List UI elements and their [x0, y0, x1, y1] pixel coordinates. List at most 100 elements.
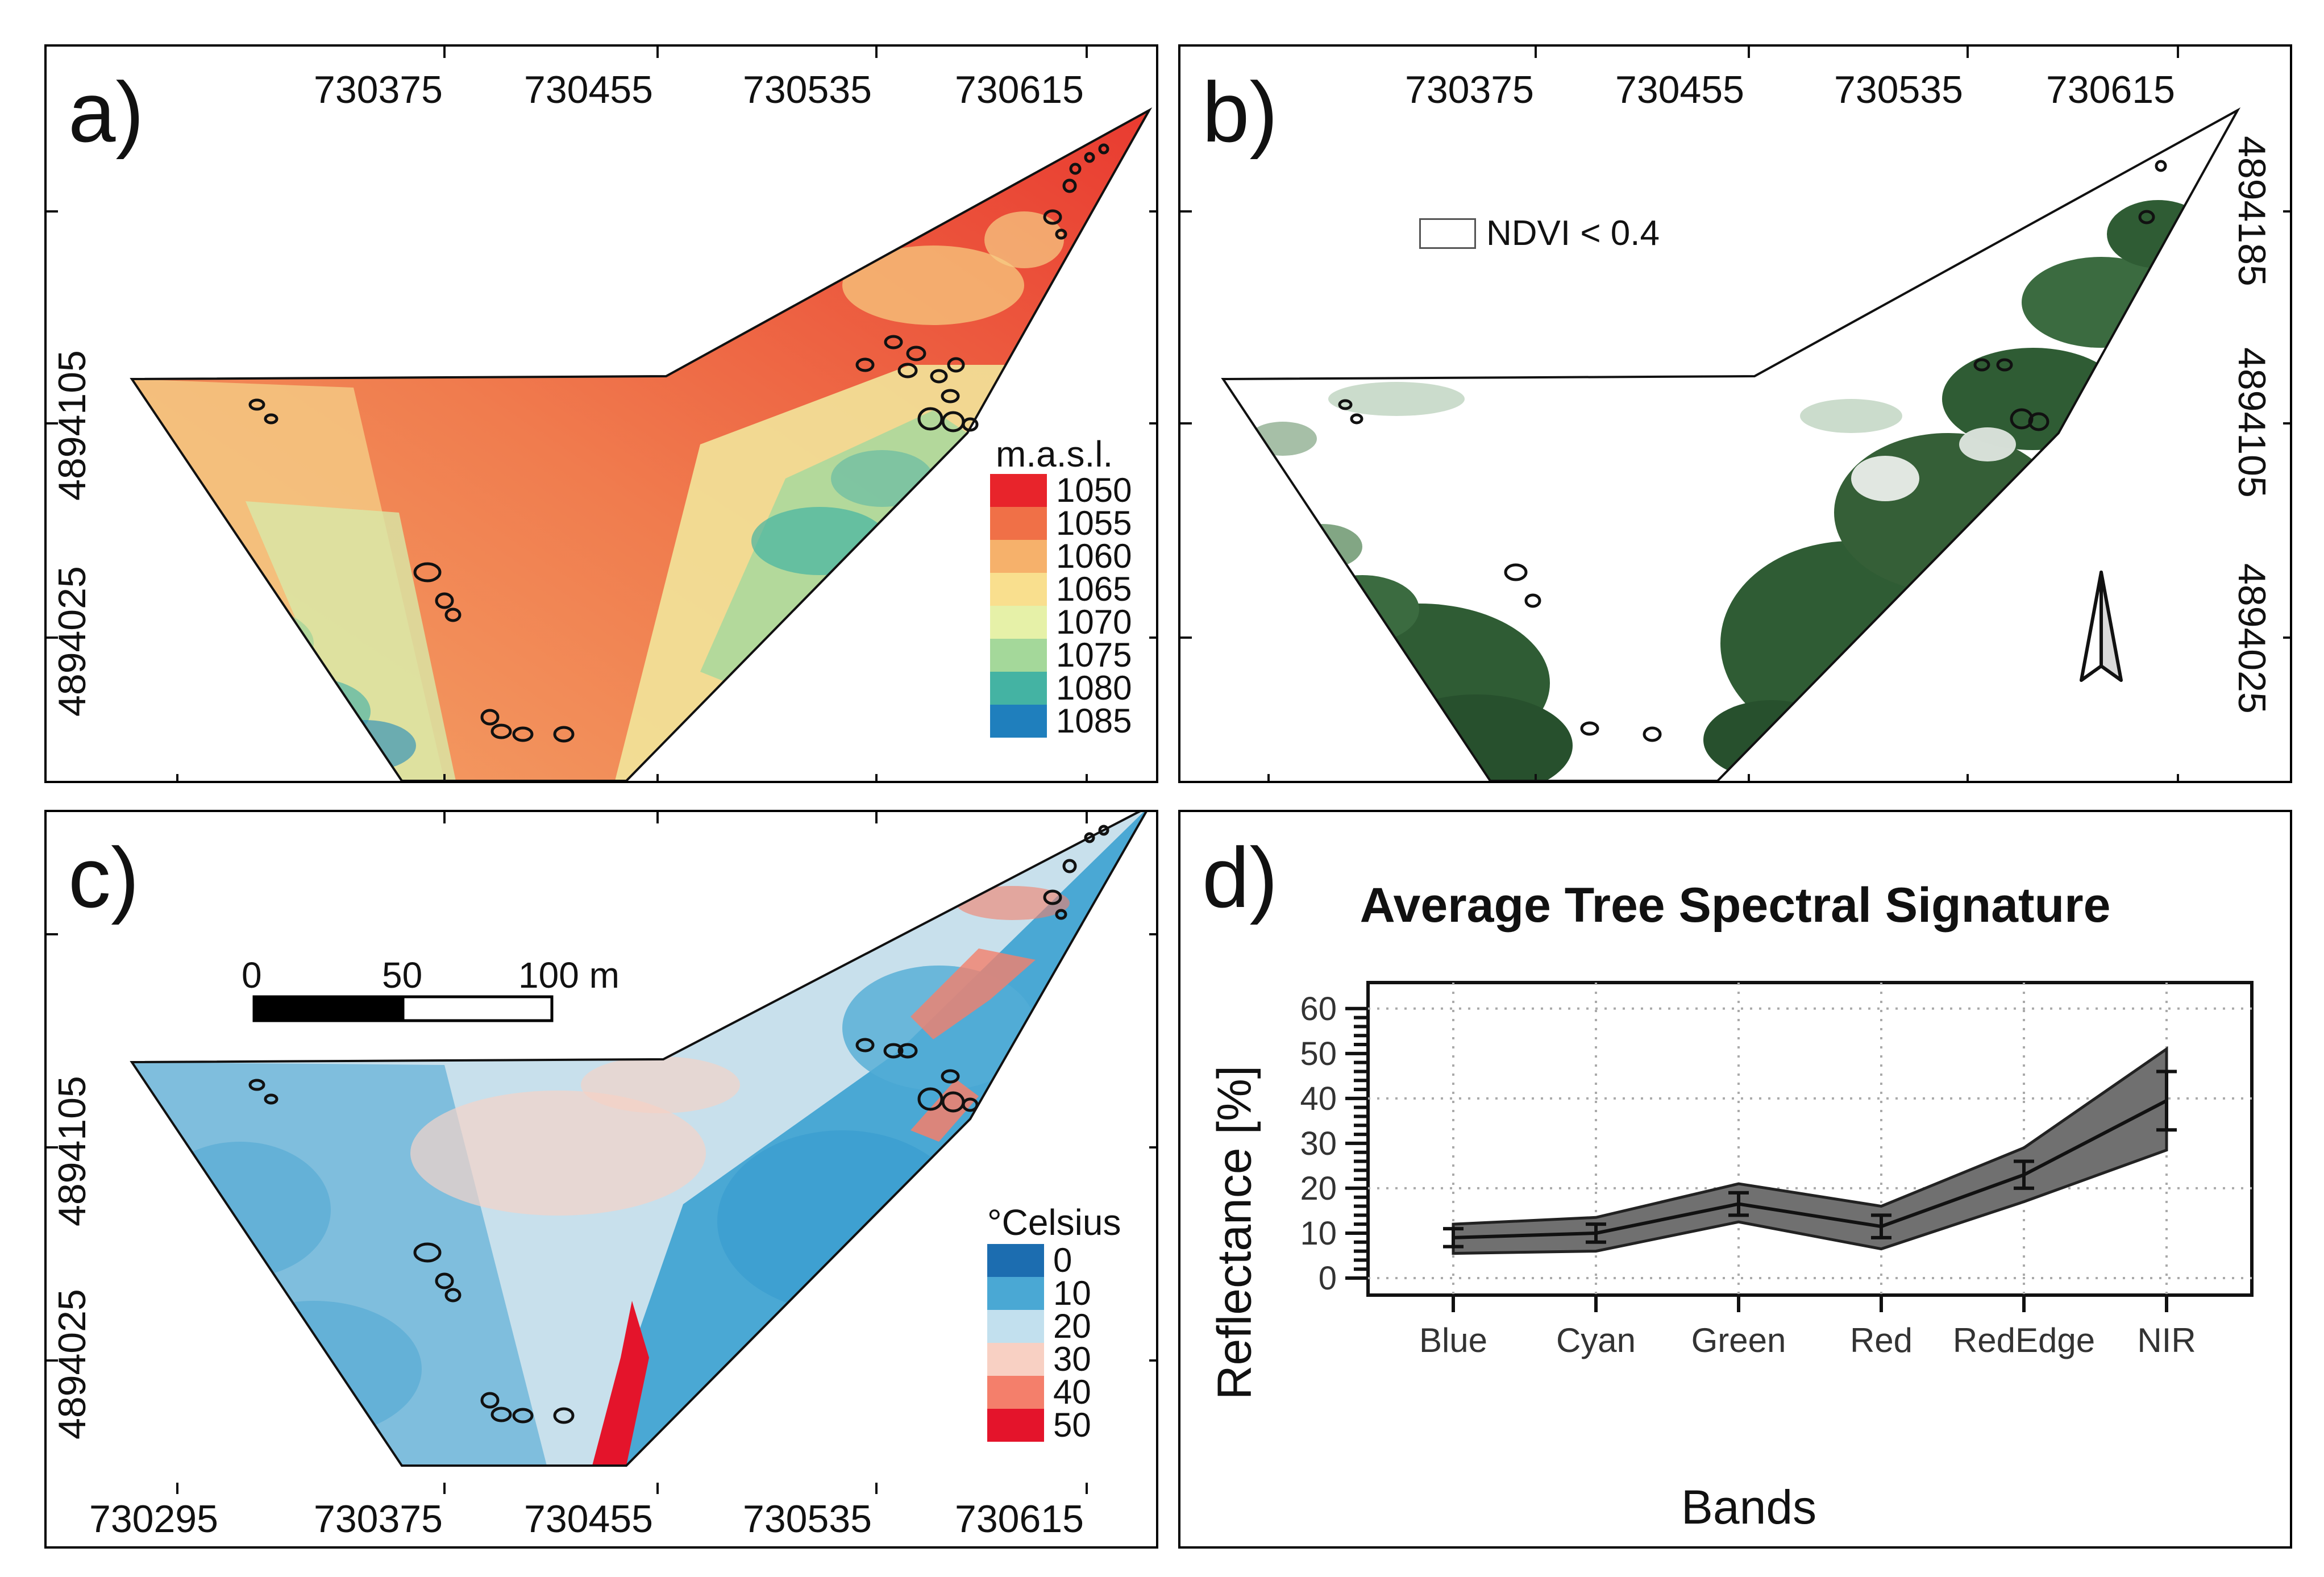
legend-swatch: [990, 474, 1047, 507]
panel-label: a): [68, 64, 144, 160]
x-tick-label: 730375: [1405, 68, 1534, 111]
x-axis-title: Bands: [1681, 1480, 1817, 1534]
scale-bar: [252, 995, 554, 1022]
legend-title: °Celsius: [987, 1202, 1121, 1243]
x-tick-label: 730375: [314, 68, 443, 111]
legend-label: 1075: [1056, 636, 1132, 674]
error-bar: [1586, 1222, 1606, 1244]
spectral-signature-chart: 0 10 20 30 40 50 60 Blue Cyan Green Red RedEdge NIR: [1300, 981, 2254, 1359]
elevation-map: [47, 47, 1156, 781]
legend-swatch: [987, 1409, 1044, 1442]
x-tick-label: 730535: [743, 1497, 872, 1541]
y-tick-label: 4894025: [51, 566, 94, 717]
x-tick-label: 730455: [1615, 68, 1744, 111]
panel-label: b): [1202, 64, 1278, 160]
y-tick-label: 4894105: [2230, 347, 2273, 498]
legend-label: 0: [1053, 1241, 1072, 1279]
legend-swatch: [990, 672, 1047, 705]
legend-swatch: [990, 507, 1047, 540]
y-tick-label: 50: [1300, 1035, 1337, 1072]
legend-swatch: [987, 1244, 1044, 1277]
y-axis-title: Reflectance [%]: [1207, 1065, 1261, 1400]
plot-area: [1366, 981, 2254, 1297]
x-tick-label: 730535: [1834, 68, 1963, 111]
north-arrow-icon: [2080, 571, 2123, 682]
ndvi-legend-swatch: [1419, 218, 1476, 249]
legend-label: 1080: [1056, 669, 1132, 707]
error-bar: [1871, 1213, 1891, 1239]
panel-b-ndvi-map: b) 730375 730455 730535 730615 4894185 4…: [1178, 44, 2292, 783]
x-tick-label: RedEdge: [1953, 1321, 2095, 1359]
x-tick-label: 730615: [2046, 68, 2175, 111]
legend-swatch: [990, 573, 1047, 606]
legend-swatch: [987, 1277, 1044, 1310]
y-tick-label: 4894105: [51, 1076, 94, 1226]
x-tick-label: Blue: [1419, 1321, 1487, 1359]
ndvi-map: [1180, 47, 2290, 781]
series-line: [1453, 1099, 2168, 1239]
x-tick-label: 730455: [524, 1497, 653, 1541]
x-tick-label: Red: [1850, 1321, 1913, 1359]
legend-swatch: [990, 606, 1047, 639]
scale-bar-label: 100 m: [518, 955, 620, 996]
legend-label: 40: [1053, 1373, 1091, 1411]
legend-label: 1065: [1056, 570, 1132, 608]
x-tick-label: Green: [1691, 1321, 1786, 1359]
legend-label: 1055: [1056, 504, 1132, 542]
x-tick-label: 730615: [955, 68, 1084, 111]
grid-lines: [1368, 983, 2252, 1295]
panel-a-elevation-map: a) 730375 730455 730535 730615 4894105 4…: [44, 44, 1158, 783]
ndvi-legend-label: NDVI < 0.4: [1486, 214, 1660, 253]
x-tick-label: 730455: [524, 68, 653, 111]
legend-label: 10: [1053, 1274, 1091, 1312]
legend-swatch: [990, 540, 1047, 573]
x-tick-label: Cyan: [1556, 1321, 1636, 1359]
legend-label: 50: [1053, 1406, 1091, 1444]
y-tick-label: 4894185: [2230, 136, 2273, 286]
x-tick-label: 730375: [314, 1497, 443, 1541]
x-tick-label: 730615: [955, 1497, 1084, 1541]
panel-label: c): [68, 830, 139, 925]
scale-bar-label: 50: [382, 955, 423, 996]
series-line-path: [1453, 1099, 2168, 1239]
y-tick-label: 40: [1300, 1080, 1337, 1117]
legend-label: 1070: [1056, 603, 1132, 641]
legend-swatch: [987, 1343, 1044, 1376]
error-bar: [2156, 1070, 2177, 1132]
error-bars: [1443, 1070, 2177, 1249]
y-tick-label: 0: [1319, 1260, 1337, 1297]
confidence-band: [1452, 1046, 2168, 1255]
y-tick-label: 4894025: [51, 1289, 94, 1439]
x-tick-label: NIR: [2137, 1321, 2196, 1359]
legend-swatch: [990, 705, 1047, 738]
temperature-map: [47, 812, 1156, 1494]
legend-swatch: [990, 639, 1047, 672]
legend-label: 20: [1053, 1307, 1091, 1345]
legend-label: 1060: [1056, 537, 1132, 575]
y-axis-ticks: 0 10 20 30 40 50 60: [1300, 991, 1368, 1297]
legend-swatch: [987, 1376, 1044, 1409]
x-tick-label: 730535: [743, 68, 872, 111]
panel-c-temperature-map: c) 0 50 100 m 730295 730375 730455 73053…: [44, 810, 1158, 1549]
legend-title: m.a.s.l.: [996, 434, 1113, 475]
x-axis-ticks: Blue Cyan Green Red RedEdge NIR: [1419, 1295, 2196, 1359]
confidence-band-area: [1452, 1046, 2168, 1255]
legend-label: 30: [1053, 1340, 1091, 1378]
chart-title: Average Tree Spectral Signature: [1360, 878, 2111, 933]
y-tick-label: 4894105: [51, 350, 94, 501]
y-tick-label: 4894025: [2230, 563, 2273, 714]
y-tick-label: 20: [1300, 1170, 1337, 1207]
y-tick-label: 10: [1300, 1215, 1337, 1252]
panel-label: d): [1202, 830, 1278, 925]
legend-swatch: [987, 1310, 1044, 1343]
error-bar: [1728, 1191, 1749, 1217]
legend-label: 1085: [1056, 702, 1132, 740]
legend-label: 1050: [1056, 471, 1132, 509]
y-tick-label: 60: [1300, 991, 1337, 1027]
x-tick-label: 730295: [89, 1497, 218, 1541]
panel-d-spectral-chart: d) Average Tree Spectral Signature 0 10 20…: [1178, 810, 2292, 1549]
error-bar: [2014, 1159, 2034, 1190]
error-bar: [1443, 1227, 1464, 1249]
scale-bar-label: 0: [242, 955, 262, 996]
y-tick-label: 30: [1300, 1125, 1337, 1162]
